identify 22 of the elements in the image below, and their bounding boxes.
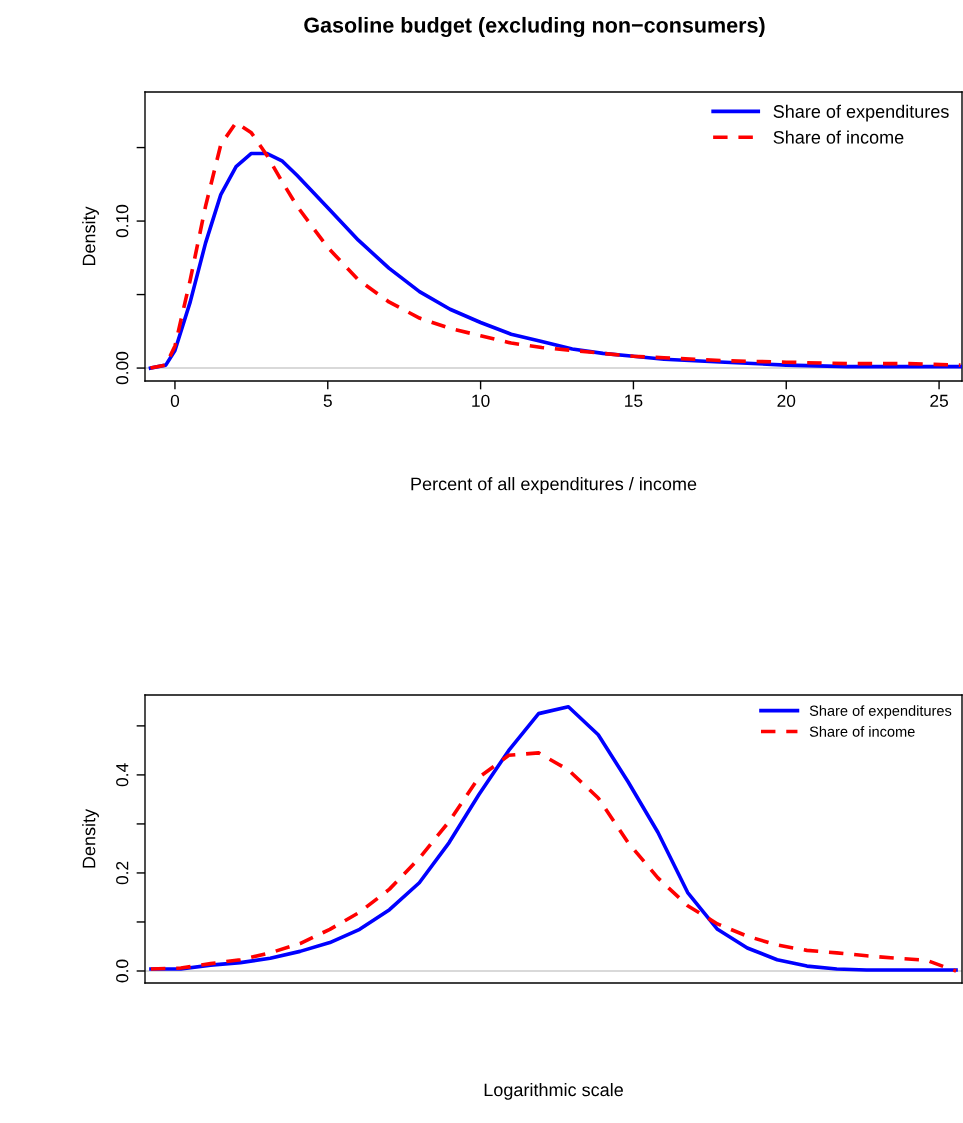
y-axis-title: Density [82, 808, 99, 868]
y-tick-label: 0.00 [116, 351, 129, 385]
x-axis-title: Logarithmic scale [484, 1083, 623, 1100]
line-series [149, 751, 958, 973]
x-tick-label: 15 [625, 394, 643, 407]
x-axis-title: Percent of all expenditures / income [411, 477, 697, 494]
line-series [149, 704, 958, 972]
y-tick-label: 0.0 [116, 959, 129, 983]
legend-label: Share of expenditures [773, 104, 949, 122]
x-tick-label: 25 [930, 394, 948, 407]
y-axis-title: Density [82, 206, 99, 266]
x-tick-label: 0 [170, 394, 180, 407]
y-tick-label: 0.10 [116, 204, 129, 238]
legend-label: Share of income [773, 130, 904, 144]
x-tick-label: 20 [777, 394, 796, 407]
chart-title: Gasoline budget (excluding non−consumers) [304, 16, 765, 38]
y-tick-label: 0.4 [116, 763, 129, 787]
legend-label: Share of income [809, 726, 915, 737]
y-tick-label: 0.2 [116, 861, 129, 885]
x-tick-label: 10 [472, 394, 490, 407]
x-tick-label: 5 [323, 394, 332, 407]
legend-label: Share of expenditures [809, 705, 952, 719]
